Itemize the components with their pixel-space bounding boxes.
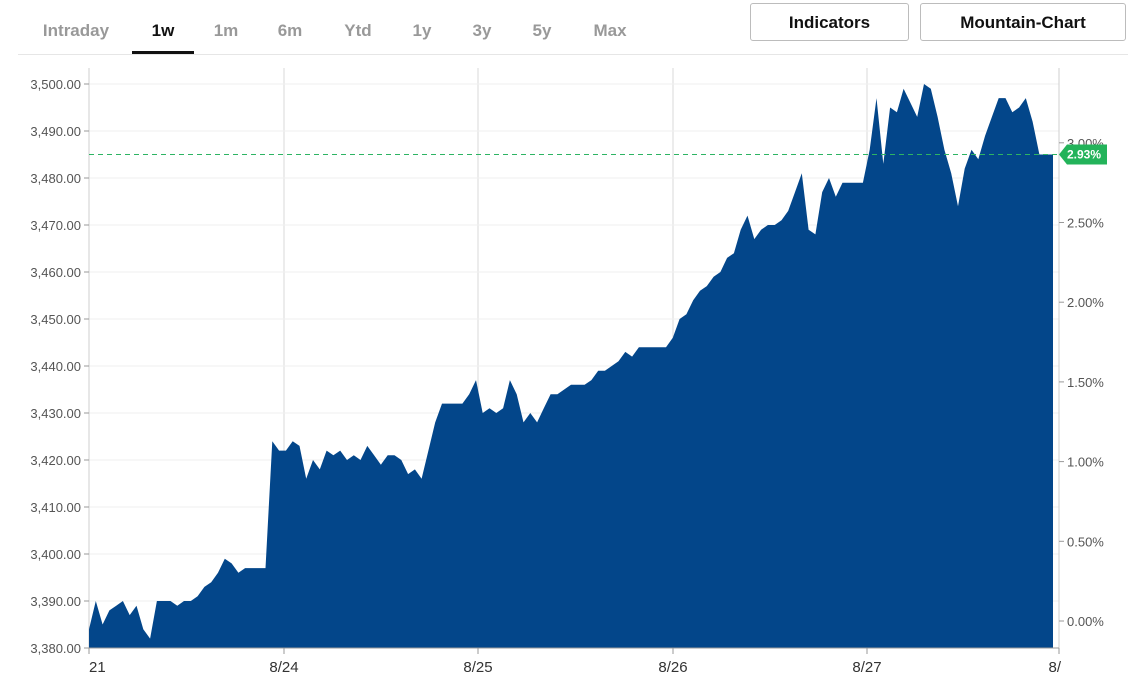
tab-intraday[interactable]: Intraday	[42, 21, 110, 40]
left-tick-label: 3,410.00	[30, 500, 81, 515]
tab-1m[interactable]: 1m	[213, 21, 239, 40]
right-tick-label: 0.50%	[1067, 534, 1104, 549]
left-tick-label: 3,470.00	[30, 218, 81, 233]
price-area	[89, 84, 1053, 648]
left-tick-label: 3,400.00	[30, 547, 81, 562]
right-axis: 0.00%0.50%1.00%1.50%2.00%2.50%3.00%	[1058, 68, 1104, 648]
left-tick-label: 3,450.00	[30, 312, 81, 327]
tab-ytd[interactable]: Ytd	[344, 21, 372, 40]
right-tick-label: 0.00%	[1067, 614, 1104, 629]
x-tick-label: 8/25	[463, 659, 492, 676]
tab-max[interactable]: Max	[593, 21, 627, 40]
x-tick-label: 21	[89, 659, 106, 676]
tab-6m[interactable]: 6m	[277, 21, 303, 40]
tab-1y[interactable]: 1y	[412, 21, 432, 40]
x-axis: 21 8/24 8/25 8/26 8/27 8/	[88, 647, 1062, 676]
left-tick-label: 3,490.00	[30, 124, 81, 139]
left-tick-label: 3,460.00	[30, 265, 81, 280]
current-change-label: 2.93%	[1067, 148, 1101, 162]
left-tick-label: 3,380.00	[30, 641, 81, 656]
right-tick-label: 1.00%	[1067, 455, 1104, 470]
right-tick-label: 2.00%	[1067, 295, 1104, 310]
timeframe-tabs: Intraday 1w 1m 6m Ytd 1y 3y 5y Max	[18, 0, 1128, 55]
current-change-badge: 2.93%	[1059, 144, 1107, 165]
x-tick-label: 8/27	[852, 659, 881, 676]
right-tick-label: 1.50%	[1067, 375, 1104, 390]
right-tick-label: 2.50%	[1067, 216, 1104, 231]
current-change-badge-shape	[1059, 144, 1107, 165]
x-tick-label: 8/26	[658, 659, 687, 676]
left-tick-label: 3,390.00	[30, 594, 81, 609]
indicators-button[interactable]: Indicators	[750, 3, 909, 41]
tab-3y[interactable]: 3y	[472, 21, 492, 40]
tab-5y[interactable]: 5y	[532, 21, 552, 40]
left-tick-label: 3,480.00	[30, 171, 81, 186]
left-axis: 3,380.00 3,390.00 3,400.00 3,410.00 3,420.00…	[30, 68, 90, 656]
left-tick-label: 3,420.00	[30, 453, 81, 468]
x-tick-label: 8/24	[269, 659, 298, 676]
x-tick-label: 8/	[1048, 659, 1061, 676]
left-tick-label: 3,430.00	[30, 406, 81, 421]
mountain-chart-button[interactable]: Mountain-Chart	[920, 3, 1126, 41]
left-tick-label: 3,440.00	[30, 359, 81, 374]
tab-1w[interactable]: 1w	[132, 0, 194, 54]
left-tick-label: 3,500.00	[30, 77, 81, 92]
